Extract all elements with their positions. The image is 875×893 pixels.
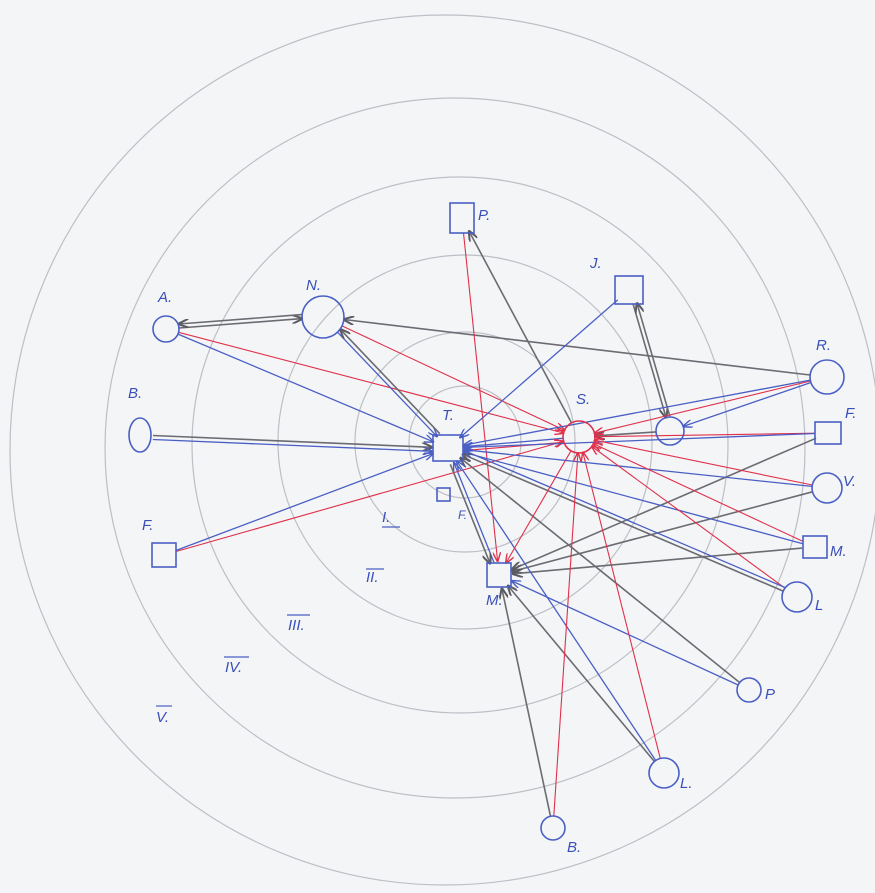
edge-b2-to-s <box>553 453 578 817</box>
node-label-f1: F. <box>845 405 856 422</box>
node-m1 <box>802 535 828 559</box>
edge-l1-to-s <box>592 447 786 589</box>
edge-n-to-s <box>341 325 565 430</box>
zone-label-5: V. <box>156 709 169 726</box>
nodes-layer: P. J. A. N. R. B. T. S. F. V. F. F. M. M… <box>128 202 856 856</box>
node-f2 <box>151 542 177 568</box>
node-t <box>432 434 464 462</box>
edge-a-to-t <box>177 333 433 442</box>
edge-b1-to-t <box>152 438 432 452</box>
edge-s-to-p1 <box>469 231 573 424</box>
edge-r-to-s <box>595 380 811 433</box>
edge-s-to-m2 <box>506 450 572 563</box>
node-m2 <box>486 562 512 588</box>
edge-s-to-t <box>464 437 564 446</box>
edge-b2-to-m2 <box>502 589 552 817</box>
edge-l1-to-t <box>464 451 786 588</box>
edge-m1-to-s <box>594 444 804 542</box>
edge-p2-to-m2 <box>512 581 739 686</box>
zone-labels: I. II. III. IV. V. <box>156 509 400 726</box>
node-r <box>809 359 845 395</box>
node-v <box>811 472 843 504</box>
node-n <box>301 295 345 339</box>
edge-l2-to-t <box>457 461 657 761</box>
edge-p2-to-t <box>461 458 741 684</box>
ring-5 <box>104 97 806 799</box>
ring-1 <box>408 385 522 499</box>
edge-j-to-x <box>632 304 666 417</box>
edges-layer <box>152 231 817 817</box>
node-label-p2: P <box>765 686 775 703</box>
node-label-j: J. <box>589 255 602 272</box>
edge-n-to-a <box>179 313 302 324</box>
node-j <box>614 275 644 305</box>
node-label-a: A. <box>157 289 172 306</box>
edge-f1-to-s <box>595 433 816 437</box>
node-l1 <box>781 581 813 613</box>
ring-2 <box>354 331 576 553</box>
edge-f2-to-s <box>176 441 564 552</box>
edge-l1-to-t <box>463 454 784 592</box>
node-label-b2: B. <box>567 839 581 856</box>
node-label-b1: B. <box>128 385 142 402</box>
node-label-p1: P. <box>478 207 490 224</box>
edge-m1-to-m2 <box>513 547 803 574</box>
edge-t-to-m2 <box>449 464 490 563</box>
node-label-l1: L <box>815 597 823 614</box>
node-x <box>655 416 685 446</box>
edge-v-to-s <box>595 440 813 486</box>
edge-l2-to-s <box>583 453 661 759</box>
edge-x-to-j <box>637 303 671 417</box>
edge-a-to-n <box>178 319 302 329</box>
ring-6 <box>9 14 875 886</box>
node-tsub <box>436 487 451 502</box>
edge-b1-to-t <box>152 434 432 448</box>
node-b2 <box>540 815 566 841</box>
edge-t-to-n <box>340 329 441 435</box>
edge-f2-to-t <box>175 454 433 552</box>
concentric-rings <box>9 14 875 886</box>
node-f1 <box>814 421 842 445</box>
edge-r-to-n <box>344 320 811 376</box>
zone-label-3: III. <box>288 617 305 634</box>
edge-r-to-t <box>464 379 811 445</box>
node-label-t: T. <box>442 407 454 424</box>
edge-x-to-s <box>595 432 657 436</box>
zone-label-2: II. <box>366 569 379 586</box>
node-label-s: S. <box>576 391 590 408</box>
ring-3 <box>277 254 653 630</box>
node-s <box>562 420 596 454</box>
node-label-tsub: F. <box>458 508 467 522</box>
node-label-l2: L. <box>680 775 693 792</box>
node-b1 <box>128 417 152 453</box>
node-label-n: N. <box>306 277 321 294</box>
node-label-m2: M. <box>486 592 503 609</box>
edge-a-to-s <box>178 331 564 433</box>
zone-label-1: I. <box>382 509 390 526</box>
edge-p1-to-m2 <box>462 232 498 561</box>
zone-label-4: IV. <box>225 659 242 676</box>
node-a <box>152 315 180 343</box>
ring-4 <box>191 176 729 714</box>
edge-j-to-t <box>460 299 619 438</box>
node-p2 <box>736 677 762 703</box>
edge-n-to-t <box>337 331 438 436</box>
node-label-r: R. <box>816 337 831 354</box>
edge-v-to-m2 <box>513 491 813 572</box>
edge-m1-to-t <box>463 452 803 545</box>
node-label-f2: F. <box>142 517 153 534</box>
edge-f1-to-m2 <box>512 437 817 569</box>
node-p1 <box>449 202 475 234</box>
node-label-m1: M. <box>830 543 847 560</box>
node-label-v: V. <box>843 473 856 490</box>
edge-v-to-t <box>464 450 813 488</box>
edge-l2-to-m2 <box>508 586 656 763</box>
edge-f1-to-t <box>464 432 816 448</box>
node-l2 <box>648 757 680 789</box>
edge-r-to-x <box>683 381 812 427</box>
edge-m2-to-t <box>454 463 495 563</box>
